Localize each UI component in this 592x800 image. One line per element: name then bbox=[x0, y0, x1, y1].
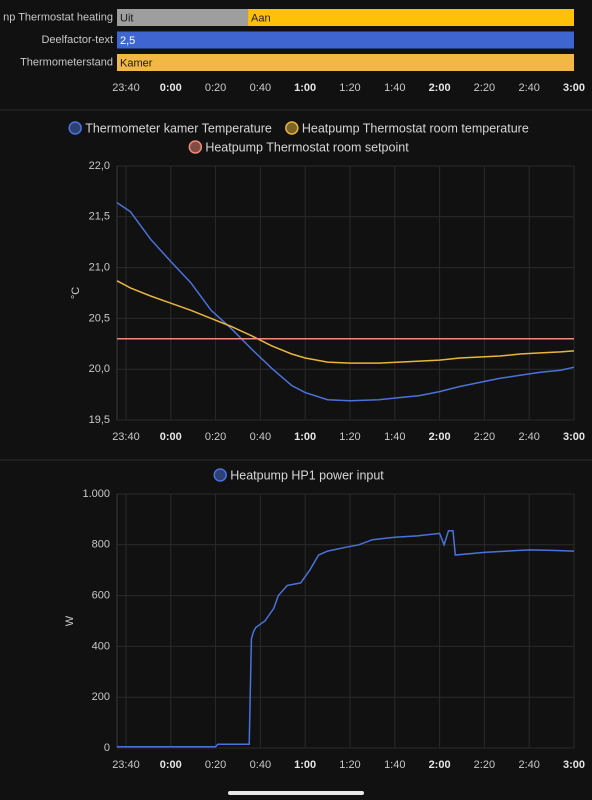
x-tick-label: 2:40 bbox=[518, 759, 539, 771]
x-tick-label: 3:00 bbox=[563, 431, 585, 443]
x-tick-label: 1:20 bbox=[339, 431, 360, 443]
x-tick-label: 0:00 bbox=[160, 759, 182, 771]
x-tick-label: 0:40 bbox=[250, 82, 271, 94]
y-tick-label: 600 bbox=[92, 590, 110, 602]
row-label: Thermometerstand bbox=[20, 56, 113, 68]
legend: Thermometer kamer Temperature Heatpump Th… bbox=[68, 121, 529, 154]
x-tick-label: 3:00 bbox=[563, 82, 585, 94]
x-tick-label: 2:00 bbox=[429, 82, 451, 94]
x-tick-label: 1:00 bbox=[294, 82, 316, 94]
state-segment bbox=[248, 9, 575, 26]
x-tick-label: 1:00 bbox=[294, 431, 316, 443]
line-series bbox=[116, 201, 575, 402]
legend: Heatpump HP1 power input bbox=[213, 468, 384, 482]
x-tick-label: 0:40 bbox=[250, 431, 271, 443]
y-tick-label: 20,5 bbox=[89, 312, 110, 324]
x-tick-label: 2:20 bbox=[474, 759, 495, 771]
legend-item: Heatpump Thermostat room setpoint bbox=[188, 140, 409, 154]
legend-swatch bbox=[213, 468, 227, 482]
state-segment bbox=[117, 9, 249, 26]
home-indicator bbox=[228, 791, 364, 795]
legend-item: Thermometer kamer Temperature bbox=[68, 121, 272, 135]
y-tick-label: 19,5 bbox=[89, 414, 110, 426]
state-label: Uit bbox=[120, 12, 133, 24]
x-tick-label: 2:00 bbox=[429, 431, 451, 443]
y-tick-label: 800 bbox=[92, 539, 110, 551]
legend-swatch bbox=[285, 121, 299, 135]
legend-label: Heatpump Thermostat room temperature bbox=[302, 121, 529, 135]
state-segment bbox=[117, 31, 574, 49]
row-label: Deelfactor-text bbox=[41, 34, 113, 46]
x-tick-label: 0:20 bbox=[205, 82, 226, 94]
x-tick-label: 1:20 bbox=[339, 82, 360, 94]
y-axis-unit: °C bbox=[70, 287, 82, 299]
x-tick-label: 1:20 bbox=[339, 759, 360, 771]
x-tick-label: 1:40 bbox=[384, 759, 405, 771]
y-tick-label: 22,0 bbox=[89, 160, 110, 172]
legend-swatch bbox=[68, 121, 82, 135]
x-tick-label: 3:00 bbox=[563, 759, 585, 771]
y-tick-label: 400 bbox=[92, 640, 110, 652]
legend-swatch bbox=[188, 140, 203, 154]
y-tick-label: 0 bbox=[104, 742, 110, 754]
x-tick-label: 23:40 bbox=[112, 759, 140, 771]
x-tick-label: 1:00 bbox=[294, 759, 316, 771]
legend-item: Heatpump Thermostat room temperature bbox=[285, 121, 529, 135]
x-tick-label: 0:20 bbox=[205, 431, 226, 443]
x-tick-label: 23:40 bbox=[112, 431, 140, 443]
x-tick-label: 2:20 bbox=[474, 82, 495, 94]
x-tick-label: 0:00 bbox=[160, 431, 182, 443]
x-tick-label: 1:40 bbox=[384, 82, 405, 94]
state-label: Kamer bbox=[120, 57, 153, 69]
x-tick-label: 23:40 bbox=[112, 82, 140, 94]
x-tick-label: 1:40 bbox=[384, 431, 405, 443]
x-tick-label: 0:00 bbox=[160, 82, 182, 94]
y-tick-label: 21,5 bbox=[89, 211, 110, 223]
x-tick-label: 2:20 bbox=[474, 431, 495, 443]
y-tick-label: 20,0 bbox=[89, 363, 110, 375]
x-tick-label: 2:40 bbox=[518, 431, 539, 443]
y-axis-unit: W bbox=[64, 615, 76, 626]
legend-item: Heatpump HP1 power input bbox=[213, 468, 384, 482]
line-series bbox=[117, 530, 575, 748]
legend-label: Heatpump HP1 power input bbox=[230, 468, 384, 482]
x-tick-label: 2:40 bbox=[518, 82, 539, 94]
state-label: 2,5 bbox=[120, 35, 135, 47]
x-tick-label: 0:20 bbox=[205, 759, 226, 771]
y-tick-label: 200 bbox=[92, 691, 110, 703]
state-label: Aan bbox=[251, 12, 271, 24]
y-tick-label: 21,0 bbox=[89, 262, 110, 274]
line-series bbox=[116, 280, 575, 364]
x-tick-label: 0:40 bbox=[250, 759, 271, 771]
x-tick-label: 2:00 bbox=[429, 759, 451, 771]
row-label: np Thermostat heating bbox=[3, 11, 113, 23]
legend-label: Thermometer kamer Temperature bbox=[85, 121, 272, 135]
legend-label: Heatpump Thermostat room setpoint bbox=[205, 140, 409, 154]
y-tick-label: 1.000 bbox=[82, 488, 110, 500]
state-segment bbox=[117, 54, 574, 71]
